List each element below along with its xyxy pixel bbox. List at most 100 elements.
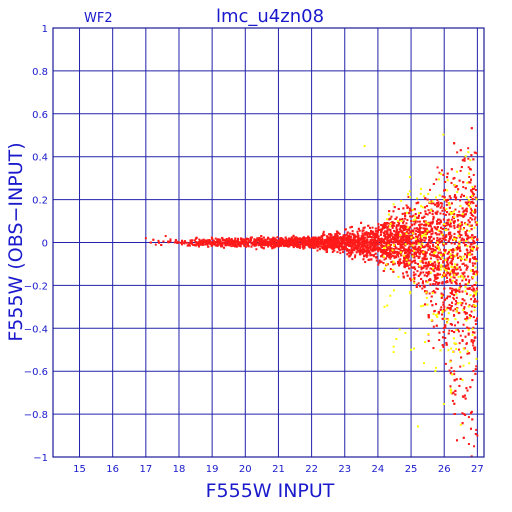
data-point [469,386,472,389]
data-point [298,243,301,246]
data-point [467,166,470,169]
data-point [381,241,384,244]
data-point [469,258,472,261]
data-point [349,226,352,229]
data-point [445,222,448,225]
data-point [439,221,442,224]
data-point [328,245,331,248]
data-point [292,234,295,237]
data-point [333,245,336,248]
data-point [274,244,277,247]
data-point [293,240,296,243]
data-point [454,291,457,294]
data-point [367,224,370,227]
data-point [448,303,451,306]
data-point [194,241,197,244]
data-point [358,243,361,246]
data-point [301,238,304,241]
data-point [304,237,307,240]
data-point [451,290,454,293]
data-point [303,246,306,249]
data-point [267,236,270,239]
data-point [398,252,401,255]
data-point [301,242,304,245]
data-point [339,236,342,239]
data-point [393,262,396,265]
data-point [413,247,416,250]
data-point [474,346,477,349]
data-point [366,235,369,238]
data-point [471,285,474,288]
data-point [435,178,438,181]
data-point [458,230,461,233]
data-point [469,236,472,239]
data-point [457,188,460,191]
data-point [470,127,473,130]
data-point [404,228,407,231]
data-point [473,257,476,260]
data-point [258,239,261,242]
data-point [421,216,424,219]
data-point [320,242,323,245]
data-point [232,244,235,247]
data-point [414,246,417,249]
data-point [330,234,333,237]
data-point [369,243,372,246]
data-point [378,259,381,262]
data-point [204,243,207,246]
data-point [457,219,460,222]
data-point [371,242,374,245]
data-point [338,246,341,249]
data-point [442,261,445,264]
data-point [413,276,416,279]
data-point [321,243,324,246]
data-point [448,195,451,198]
data-point [363,239,366,242]
data-point [446,252,449,255]
data-point [469,245,472,248]
data-point [342,238,345,241]
data-point [448,369,451,372]
data-point [386,222,389,225]
data-point [346,238,349,241]
data-point [435,233,438,236]
data-point [426,245,429,248]
data-point [316,249,319,252]
data-point [422,252,425,255]
data-point [437,283,440,286]
data-point [302,242,305,245]
data-point [359,248,362,251]
data-point [380,260,383,263]
data-point [218,238,221,241]
data-point [430,295,433,298]
data-point [420,223,423,226]
data-point [383,225,386,228]
data-point [442,327,445,330]
data-point [437,239,440,242]
data-point [372,245,375,248]
data-point [445,297,448,300]
data-point [391,222,394,225]
data-point [458,266,461,269]
data-point [453,276,456,279]
data-point [396,228,399,231]
data-point [428,239,431,242]
data-point [438,233,441,236]
data-point [257,244,260,247]
data-point [465,254,468,257]
data-point [347,235,350,238]
data-point [433,253,436,256]
data-point [381,254,384,257]
data-point [441,265,444,268]
data-point [428,245,431,248]
data-point [461,298,464,301]
data-point [406,242,409,245]
data-point [463,159,466,162]
data-point [464,187,467,190]
data-point [356,241,359,244]
data-point [436,254,439,257]
data-point [458,348,461,351]
data-point [386,254,389,257]
data-point [423,215,426,218]
data-point [322,234,325,237]
